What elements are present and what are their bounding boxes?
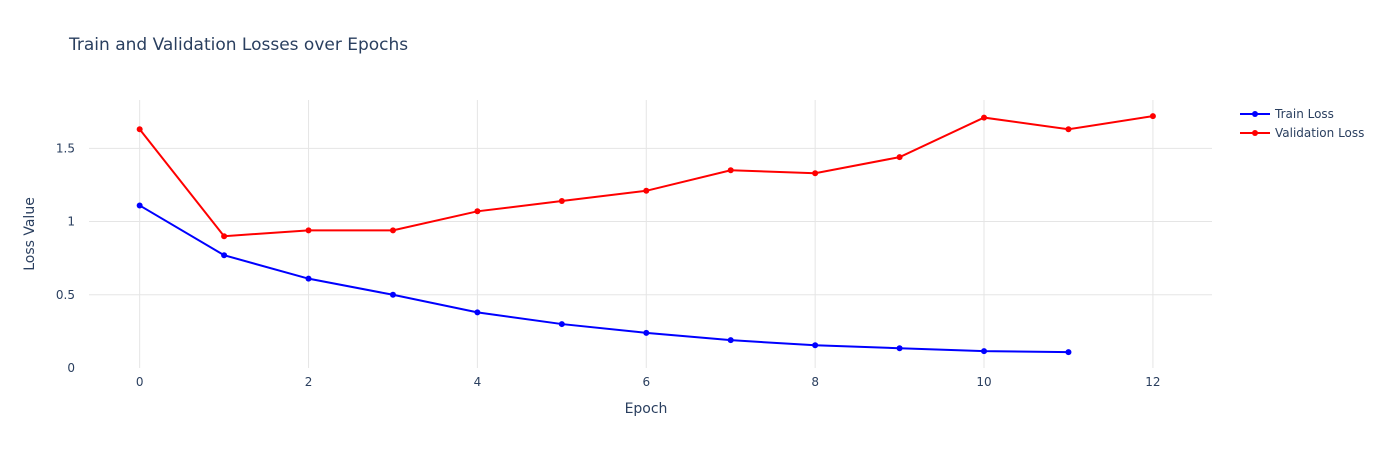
data-point[interactable]	[981, 114, 988, 121]
data-point[interactable]	[221, 233, 228, 240]
x-tick-label: 6	[642, 375, 650, 389]
series-line	[139, 204, 1069, 354]
data-point[interactable]	[812, 342, 819, 349]
x-axis-label: Epoch	[625, 401, 668, 417]
data-point[interactable]	[136, 202, 143, 209]
grid-lines	[89, 100, 1212, 368]
data-point[interactable]	[896, 154, 903, 161]
chart-title: Train and Validation Losses over Epochs	[68, 35, 408, 55]
data-point[interactable]	[474, 309, 481, 316]
data-point[interactable]	[727, 337, 734, 344]
y-tick-label: 1	[67, 215, 75, 229]
data-point[interactable]	[221, 252, 228, 259]
data-point[interactable]	[389, 227, 396, 234]
data-point[interactable]	[981, 348, 988, 355]
data-point[interactable]	[389, 291, 396, 298]
data-point[interactable]	[474, 208, 481, 215]
data-point[interactable]	[896, 345, 903, 352]
data-point[interactable]	[1065, 349, 1072, 356]
x-tick-label: 4	[474, 375, 482, 389]
data-point[interactable]	[1065, 126, 1072, 133]
legend[interactable]: Train Loss Validation Loss	[1240, 107, 1364, 140]
legend-label: Train Loss	[1274, 107, 1334, 121]
y-tick-label: 1.5	[56, 141, 75, 155]
x-tick-label: 8	[811, 375, 819, 389]
data-point[interactable]	[1149, 113, 1156, 120]
data-point[interactable]	[558, 198, 565, 205]
data-point[interactable]	[305, 275, 312, 282]
y-axis-label: Loss Value	[22, 197, 38, 271]
legend-marker	[1252, 130, 1258, 136]
legend-item[interactable]: Validation Loss	[1240, 126, 1364, 140]
series-validation-loss[interactable]	[136, 113, 1156, 240]
data-point[interactable]	[558, 321, 565, 328]
x-tick-label: 12	[1145, 375, 1160, 389]
series-train-loss[interactable]	[136, 202, 1072, 356]
x-axis-ticks: 0 2 4 6 8 10 12	[136, 375, 1161, 389]
data-point[interactable]	[643, 187, 650, 194]
y-axis-ticks: 0 0.5 1 1.5	[56, 141, 75, 375]
legend-item[interactable]: Train Loss	[1240, 107, 1334, 121]
data-point[interactable]	[643, 329, 650, 336]
data-point[interactable]	[727, 167, 734, 174]
y-tick-label: 0	[67, 361, 75, 375]
legend-marker	[1252, 111, 1258, 117]
y-tick-label: 0.5	[56, 288, 75, 302]
x-tick-label: 2	[305, 375, 313, 389]
data-point[interactable]	[305, 227, 312, 234]
data-point[interactable]	[136, 126, 143, 133]
x-tick-label: 10	[976, 375, 991, 389]
legend-label: Validation Loss	[1275, 126, 1364, 140]
data-point[interactable]	[812, 170, 819, 177]
series-layer	[136, 113, 1156, 356]
x-tick-label: 0	[136, 375, 144, 389]
